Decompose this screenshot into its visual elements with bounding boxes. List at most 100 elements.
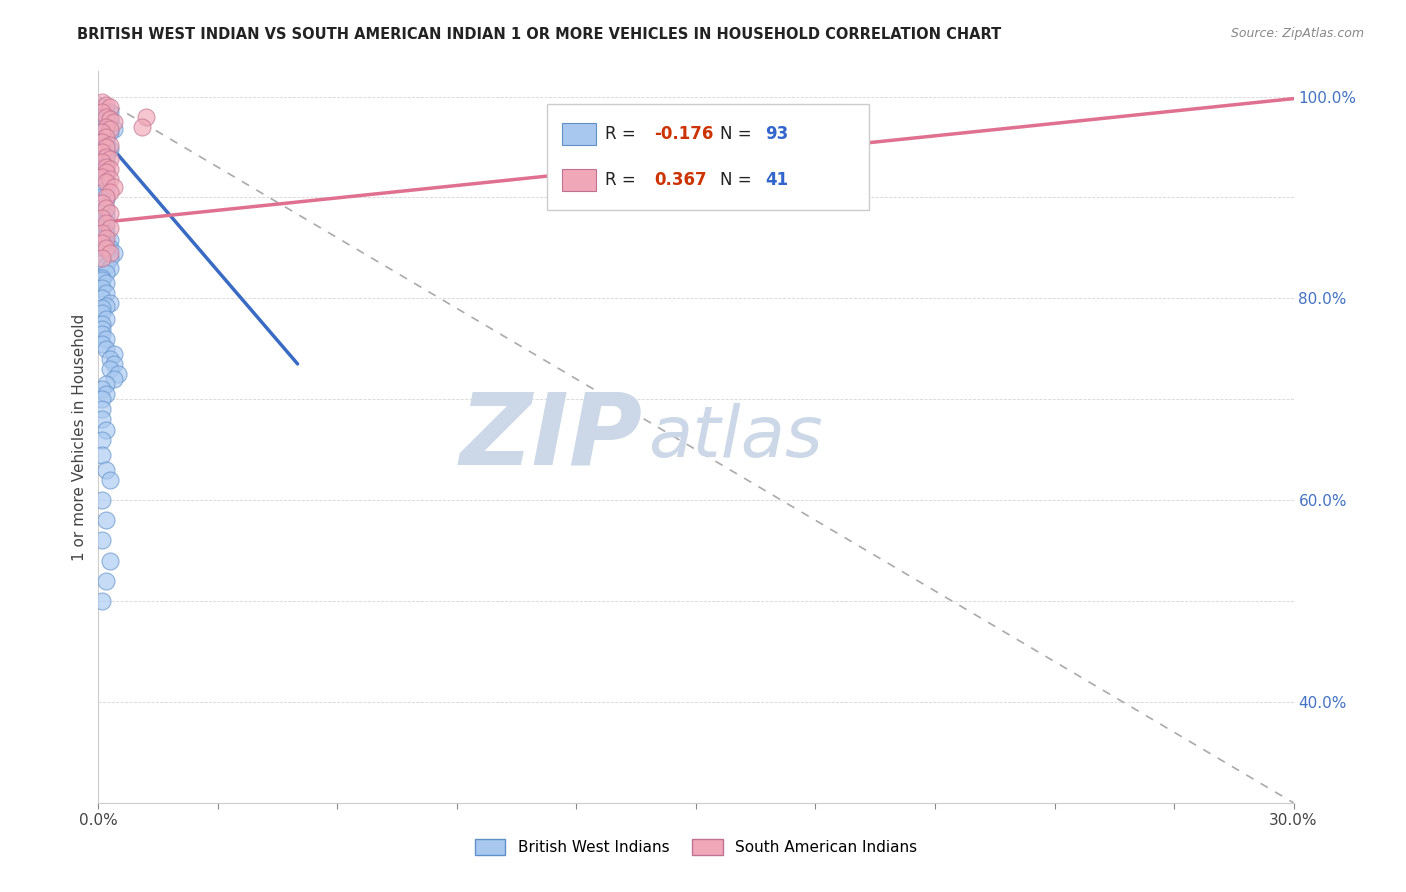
Point (91, 160, 114, 174)
Point (96, 202, 118, 217)
Point (107, 367, 129, 381)
Text: 0.367: 0.367 (654, 170, 707, 188)
Point (98, 125, 122, 139)
Point (96, 115, 118, 129)
Text: N =: N = (720, 125, 756, 143)
Point (135, 110, 157, 124)
Point (96, 120, 118, 134)
Point (96, 243, 118, 257)
Point (91, 95, 114, 109)
Point (103, 180, 125, 194)
Point (98, 104, 122, 119)
Point (98, 162, 122, 177)
Point (96, 201, 118, 215)
Text: -0.176: -0.176 (654, 125, 713, 143)
Point (98, 100, 122, 114)
Point (103, 246, 125, 260)
Point (91, 301, 114, 316)
Point (96, 463, 118, 477)
Point (96, 259, 118, 273)
Point (91, 533, 114, 548)
Point (91, 190, 114, 204)
Bar (562, 169, 596, 191)
Text: BRITISH WEST INDIAN VS SOUTH AMERICAN INDIAN 1 OR MORE VEHICLES IN HOUSEHOLD COR: BRITISH WEST INDIAN VS SOUTH AMERICAN IN… (77, 27, 1001, 42)
Point (96, 190, 118, 204)
Point (103, 357, 125, 371)
Point (131, 120, 153, 134)
Y-axis label: 1 or more Vehicles in Household: 1 or more Vehicles in Household (72, 313, 87, 561)
Point (96, 332, 118, 346)
Point (96, 132, 118, 146)
Point (96, 162, 118, 177)
Point (91, 412, 114, 426)
Point (91, 125, 114, 139)
Point (96, 140, 118, 154)
FancyBboxPatch shape (547, 104, 869, 211)
Point (91, 317, 114, 331)
Point (91, 256, 114, 270)
Point (98, 296, 122, 310)
Point (96, 574, 118, 588)
Point (96, 172, 118, 186)
Point (91, 226, 114, 240)
Point (91, 195, 114, 210)
Point (96, 182, 118, 196)
Point (91, 231, 114, 245)
Point (96, 300, 118, 314)
Text: 41: 41 (765, 170, 789, 188)
Point (91, 140, 114, 154)
Point (91, 118, 114, 132)
Point (96, 130, 118, 145)
Point (91, 594, 114, 608)
Text: ZIP: ZIP (460, 389, 643, 485)
Point (91, 392, 114, 407)
Point (98, 261, 122, 276)
Point (91, 152, 114, 166)
Point (91, 306, 114, 320)
Legend: British West Indians, South American Indians: British West Indians, South American Ind… (468, 833, 924, 861)
Point (98, 473, 122, 487)
Point (96, 377, 118, 392)
Point (96, 150, 118, 164)
Point (91, 271, 114, 285)
Point (98, 112, 122, 126)
Point (98, 241, 122, 255)
Point (96, 235, 118, 250)
Point (98, 251, 122, 265)
Point (98, 351, 122, 366)
Point (91, 195, 114, 210)
Point (98, 138, 122, 153)
Text: atlas: atlas (648, 402, 823, 472)
Point (96, 155, 118, 169)
Point (103, 372, 125, 386)
Point (98, 233, 122, 247)
Point (98, 362, 122, 376)
Point (91, 165, 114, 179)
Point (91, 336, 114, 351)
Point (91, 175, 114, 189)
Point (96, 160, 118, 174)
Point (98, 220, 122, 235)
Point (96, 138, 118, 153)
Point (96, 423, 118, 437)
Point (91, 326, 114, 341)
Point (96, 387, 118, 401)
Point (96, 311, 118, 326)
Point (91, 211, 114, 225)
Point (91, 402, 114, 417)
Point (91, 145, 114, 159)
Point (103, 347, 125, 361)
Text: R =: R = (605, 170, 641, 188)
Point (91, 448, 114, 462)
Point (96, 104, 118, 119)
Point (91, 104, 114, 119)
Point (98, 112, 122, 126)
Point (91, 170, 114, 185)
Point (91, 281, 114, 295)
Point (91, 186, 114, 200)
Point (96, 175, 118, 189)
Point (98, 172, 122, 186)
Point (96, 110, 118, 124)
Point (91, 216, 114, 230)
Point (91, 170, 114, 185)
